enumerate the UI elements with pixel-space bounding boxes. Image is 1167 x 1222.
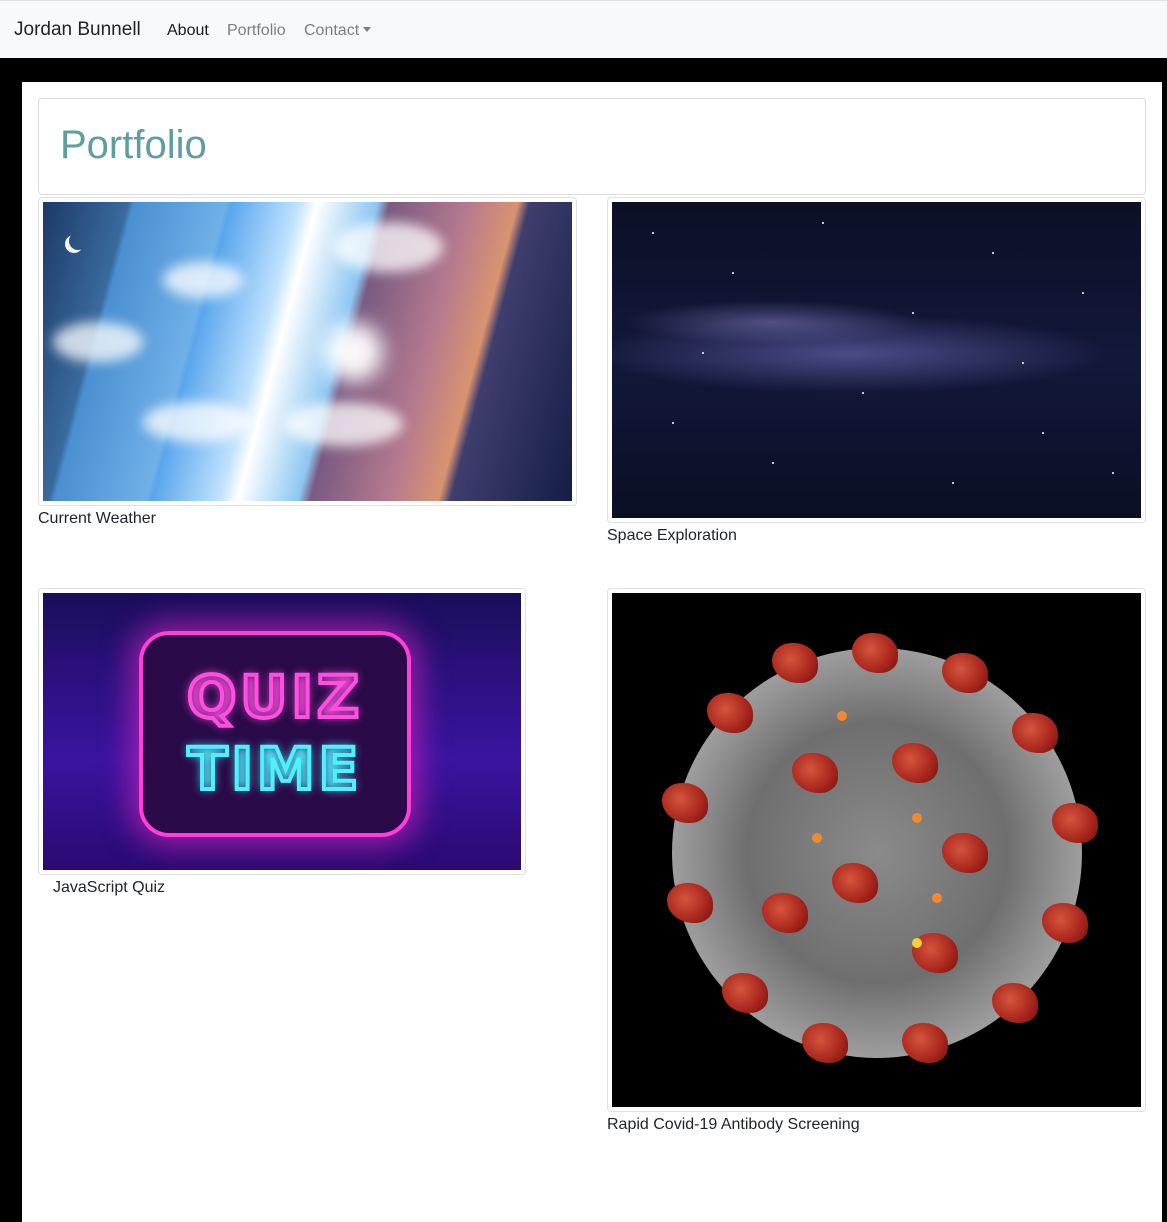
spike-protein-shape xyxy=(942,833,988,873)
spike-protein-shape xyxy=(667,883,713,923)
spike-protein-shape xyxy=(772,643,818,683)
neon-word-top: QUIZ xyxy=(185,661,364,733)
nav-dropdown-contact[interactable]: Contact xyxy=(304,22,372,40)
nav-link-portfolio[interactable]: Portfolio xyxy=(227,22,286,39)
star-shape xyxy=(862,392,864,394)
star-shape xyxy=(822,222,824,224)
spike-protein-shape xyxy=(707,693,753,733)
spike-protein-shape xyxy=(792,753,838,793)
spike-protein-shape xyxy=(902,1023,948,1063)
moon-icon xyxy=(69,232,87,250)
protein-dot-shape xyxy=(812,833,822,843)
quiz-image: QUIZ TIME xyxy=(43,593,521,870)
project-caption-space: Space Exploration xyxy=(607,527,737,544)
star-shape xyxy=(992,252,994,254)
project-card-weather[interactable] xyxy=(38,197,577,506)
chevron-down-icon xyxy=(363,27,372,32)
main-content: Portfolio Current Weather xyxy=(22,82,1162,1222)
protein-dot-shape xyxy=(837,711,847,721)
navbar: Jordan Bunnell About Portfolio Contact xyxy=(0,0,1167,58)
brand-link[interactable]: Jordan Bunnell xyxy=(14,19,141,40)
spike-protein-shape xyxy=(1012,713,1058,753)
project-card-quiz[interactable]: QUIZ TIME xyxy=(38,588,526,875)
weather-image xyxy=(43,202,572,501)
star-shape xyxy=(1042,432,1044,434)
spike-protein-shape xyxy=(852,633,898,673)
star-shape xyxy=(1022,362,1024,364)
spike-protein-shape xyxy=(992,983,1038,1023)
star-shape xyxy=(702,352,704,354)
neon-word-bottom: TIME xyxy=(186,733,363,805)
spike-protein-shape xyxy=(802,1023,848,1063)
nav-link-about[interactable]: About xyxy=(167,22,209,39)
page-title: Portfolio xyxy=(60,123,207,167)
cloud-shape xyxy=(143,402,253,442)
project-card-covid[interactable] xyxy=(607,588,1146,1112)
neon-sign-shape: QUIZ TIME xyxy=(139,631,411,837)
project-caption-covid: Rapid Covid-19 Antibody Screening xyxy=(607,1116,860,1133)
star-shape xyxy=(952,482,954,484)
project-card-space[interactable] xyxy=(607,197,1146,523)
cloud-shape xyxy=(53,322,143,362)
protein-dot-shape xyxy=(912,813,922,823)
star-shape xyxy=(1082,292,1084,294)
nav-link-contact-label: Contact xyxy=(304,22,360,39)
spike-protein-shape xyxy=(722,973,768,1013)
spike-protein-shape xyxy=(1042,903,1088,943)
spike-protein-shape xyxy=(942,653,988,693)
star-shape xyxy=(732,272,734,274)
protein-dot-shape xyxy=(932,893,942,903)
page-header-card: Portfolio xyxy=(38,98,1146,195)
sun-icon xyxy=(323,322,383,382)
project-caption-weather: Current Weather xyxy=(38,510,156,527)
spike-protein-shape xyxy=(662,783,708,823)
star-shape xyxy=(672,422,674,424)
spike-protein-shape xyxy=(762,893,808,933)
cloud-shape xyxy=(283,402,403,446)
project-caption-quiz: JavaScript Quiz xyxy=(53,879,166,896)
spike-protein-shape xyxy=(1052,803,1098,843)
cloud-shape xyxy=(333,222,443,272)
cloud-shape xyxy=(163,262,243,298)
space-image xyxy=(612,202,1141,518)
covid-image xyxy=(612,593,1141,1107)
protein-dot-shape xyxy=(912,938,922,948)
star-shape xyxy=(772,462,774,464)
star-shape xyxy=(1112,472,1114,474)
star-shape xyxy=(912,312,914,314)
spike-protein-shape xyxy=(892,743,938,783)
spike-protein-shape xyxy=(832,863,878,903)
star-shape xyxy=(652,232,654,234)
